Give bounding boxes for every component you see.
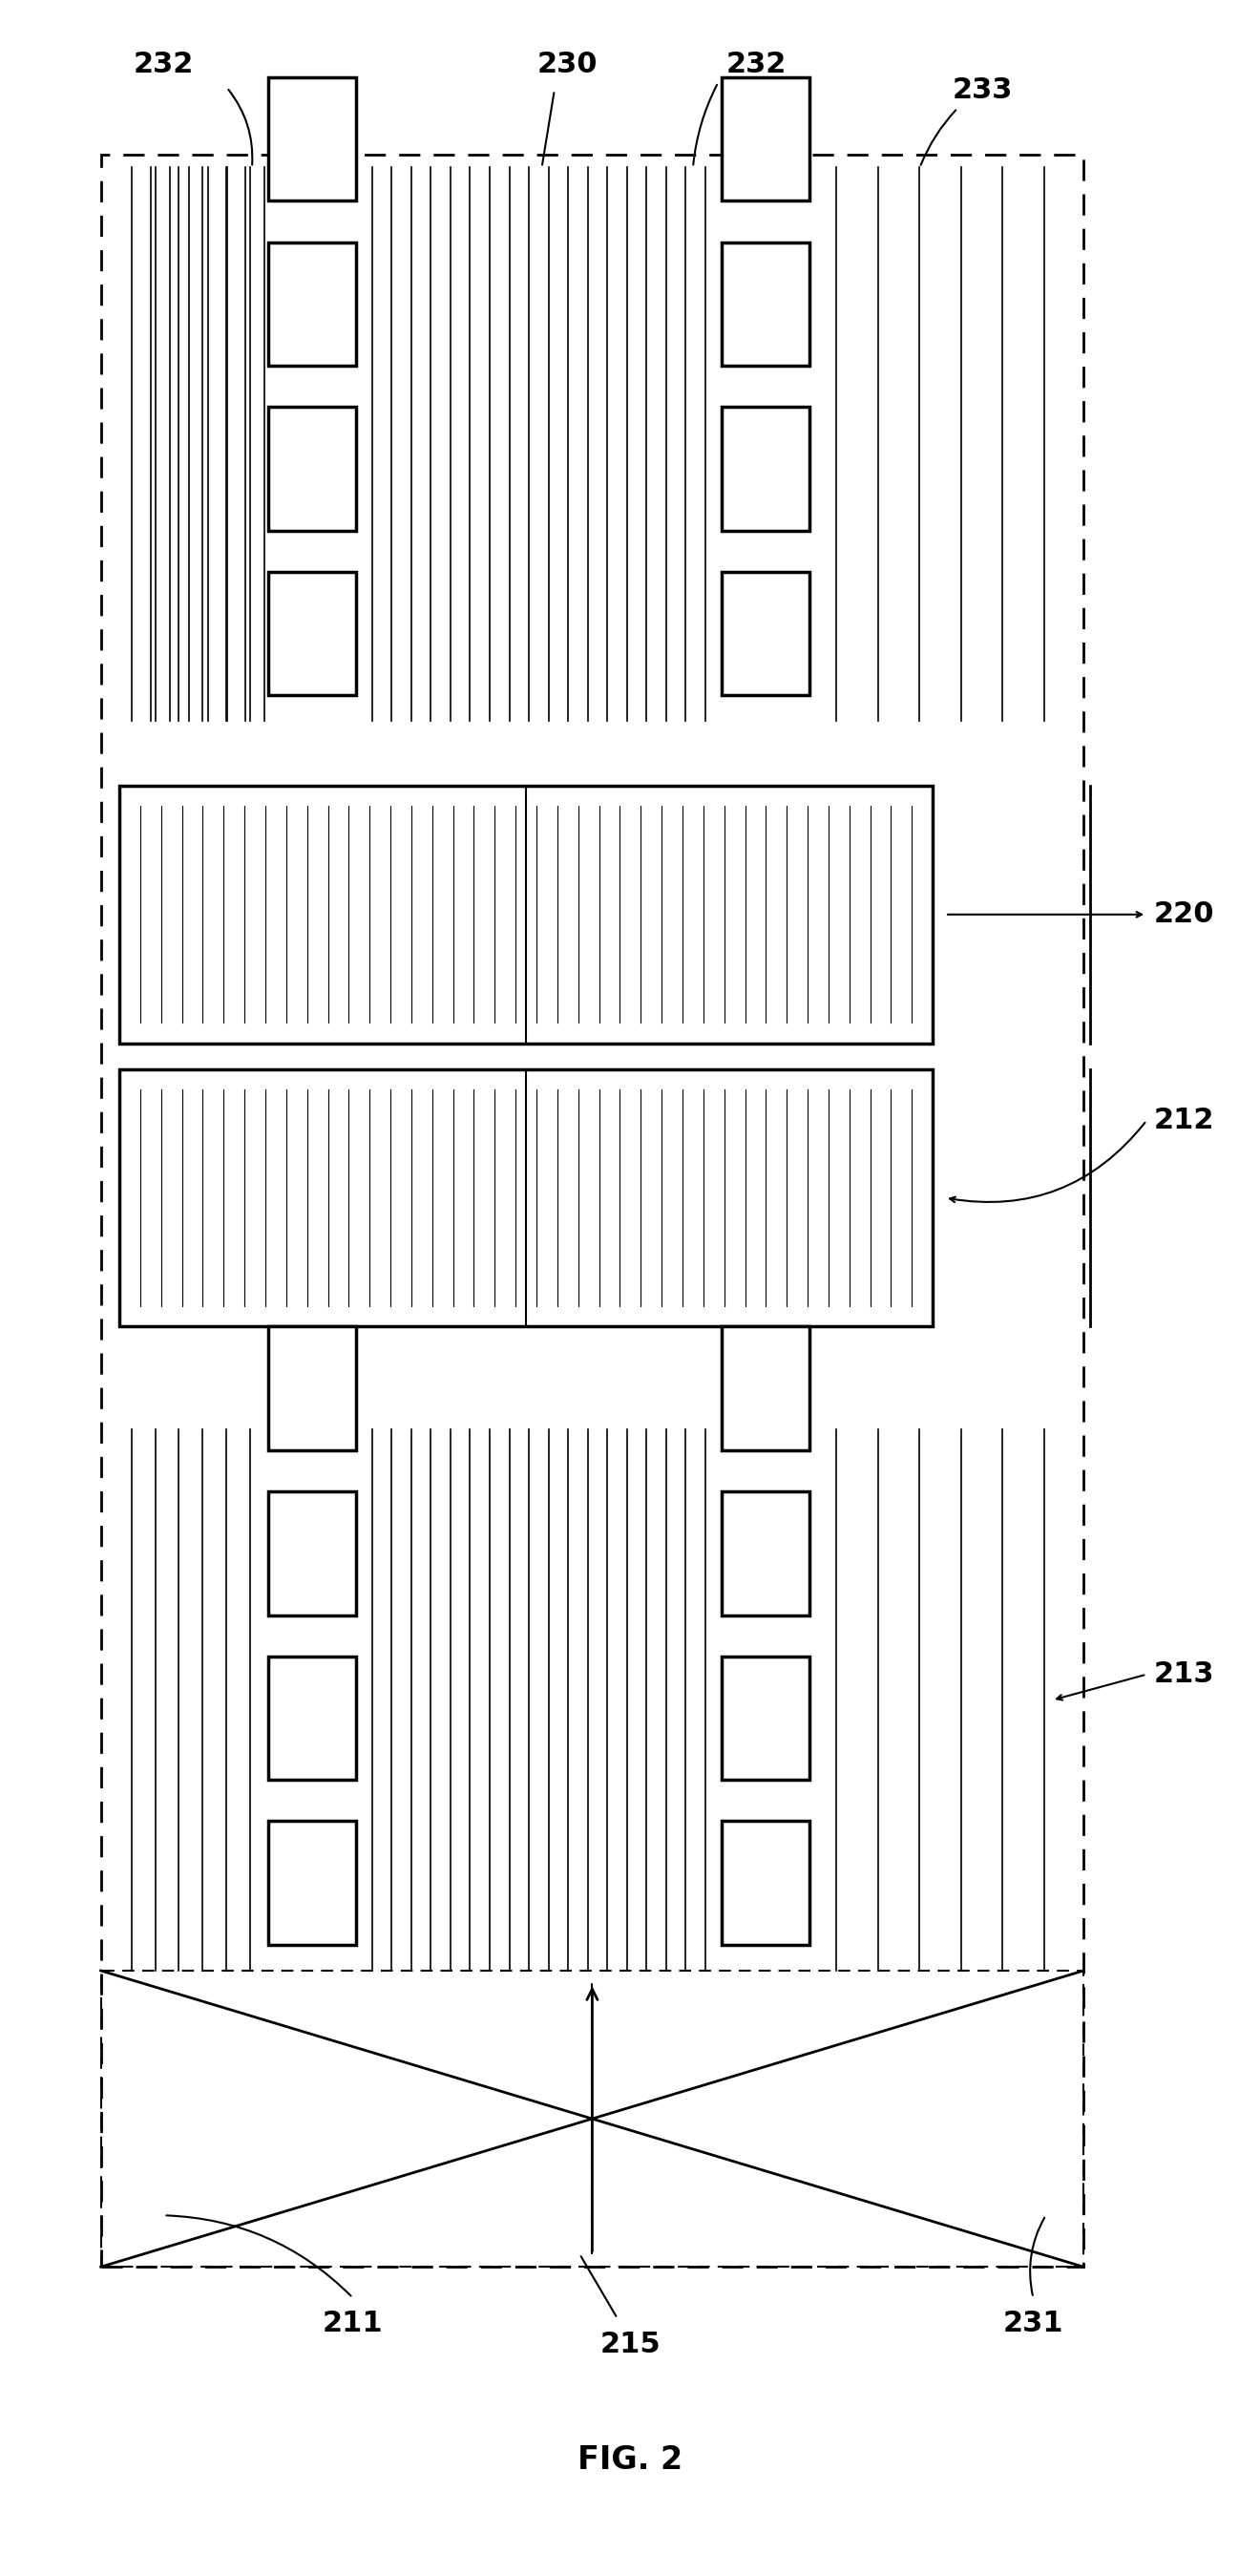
Bar <box>267 1656 355 1780</box>
Bar <box>721 1821 810 1945</box>
Bar <box>267 1821 355 1945</box>
Bar <box>721 242 810 366</box>
Bar <box>267 572 355 696</box>
Bar <box>721 1492 810 1615</box>
Text: 213: 213 <box>1154 1662 1215 1687</box>
Bar <box>721 1656 810 1780</box>
Text: 231: 231 <box>1003 2311 1063 2336</box>
Bar <box>267 77 355 201</box>
Text: 232: 232 <box>726 52 786 77</box>
Bar <box>721 407 810 531</box>
Text: FIG. 2: FIG. 2 <box>577 2445 683 2476</box>
Bar <box>267 1492 355 1615</box>
Text: 212: 212 <box>1154 1108 1215 1133</box>
Text: 232: 232 <box>134 52 194 77</box>
Text: 220: 220 <box>1154 902 1215 927</box>
Text: 215: 215 <box>600 2331 660 2357</box>
Bar <box>721 572 810 696</box>
Bar <box>101 1971 1084 2267</box>
Bar <box>101 155 1084 2267</box>
Bar <box>120 786 932 1043</box>
Bar <box>721 77 810 201</box>
Bar <box>267 407 355 531</box>
Bar <box>721 1327 810 1450</box>
Bar <box>267 242 355 366</box>
Bar <box>120 1069 932 1327</box>
Text: 233: 233 <box>953 77 1013 103</box>
Text: 211: 211 <box>323 2311 383 2336</box>
Text: 230: 230 <box>537 52 597 77</box>
Bar <box>267 1327 355 1450</box>
